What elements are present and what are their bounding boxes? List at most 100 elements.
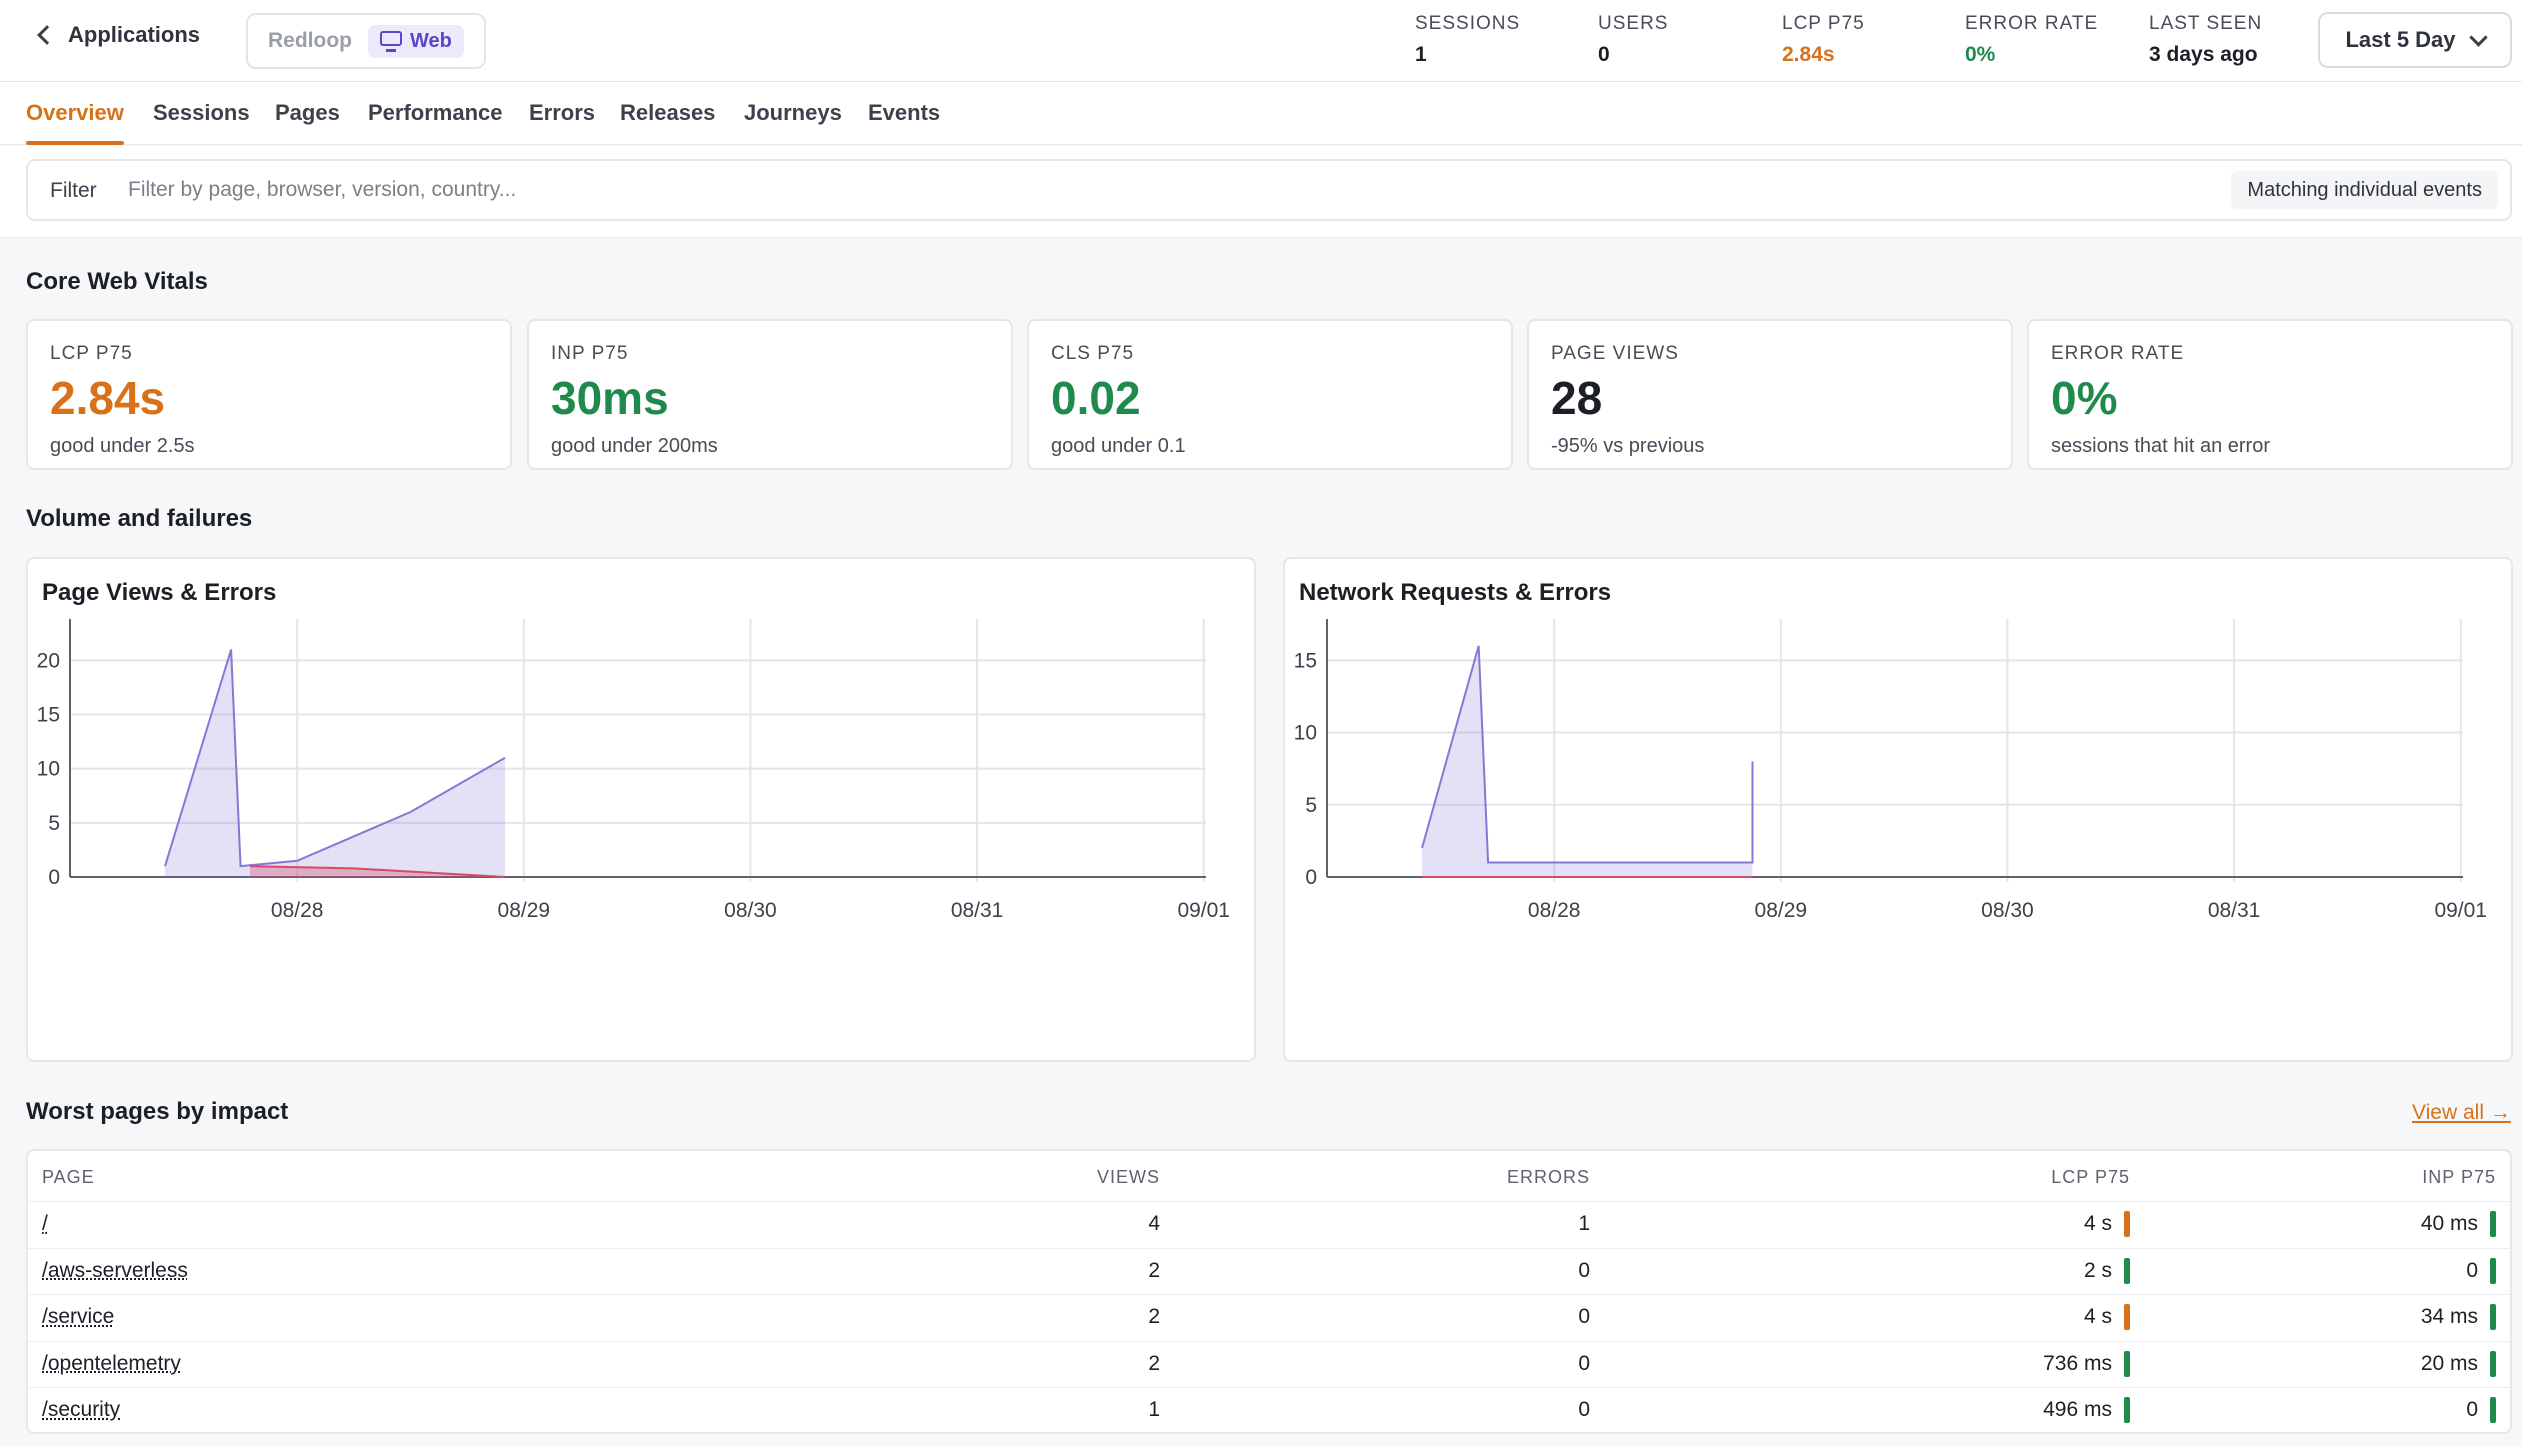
primary-series-area bbox=[1421, 645, 1753, 877]
platform-label: Web bbox=[410, 29, 452, 52]
y-tick-label: 10 bbox=[1294, 722, 1317, 745]
lcp-status-bar bbox=[2124, 1304, 2130, 1330]
page-link[interactable]: /service bbox=[42, 1305, 115, 1328]
x-tick-label: 08/28 bbox=[1528, 899, 1581, 922]
tab-releases[interactable]: Releases bbox=[620, 100, 716, 125]
inp-cell: 0 bbox=[2466, 1258, 2478, 1282]
lcp-cell: 736 ms bbox=[2043, 1351, 2112, 1375]
errors-cell: 0 bbox=[1578, 1351, 1590, 1375]
tab-errors[interactable]: Errors bbox=[529, 100, 596, 125]
x-tick-label: 09/01 bbox=[2434, 899, 2487, 922]
filter-bar: Filter Matching individual events bbox=[26, 159, 2512, 221]
errors-cell: 0 bbox=[1578, 1305, 1590, 1328]
view-all-link[interactable]: View all → bbox=[2412, 1101, 2511, 1124]
chart-card-page-views: Page Views & Errors 08/28 08/29 08/30 08/31… bbox=[26, 557, 1256, 1062]
page-link[interactable]: /security bbox=[42, 1398, 121, 1421]
x-tick-label: 08/31 bbox=[951, 899, 1004, 922]
chart-title: Page Views & Errors bbox=[42, 579, 277, 606]
vital-card-inp: INP P75 30ms good under 200ms bbox=[527, 319, 1013, 470]
time-range-dropdown[interactable]: Last 5 Day bbox=[2318, 12, 2512, 68]
stat-label: USERS bbox=[1598, 13, 1669, 34]
inp-cell: 40 ms bbox=[2420, 1212, 2478, 1235]
views-cell: 2 bbox=[1148, 1305, 1160, 1328]
time-range-label: Last 5 Day bbox=[2345, 27, 2456, 52]
views-cell: 2 bbox=[1148, 1351, 1160, 1375]
vital-subtext: good under 200ms bbox=[551, 435, 718, 457]
vital-label: LCP P75 bbox=[50, 343, 133, 364]
tab-events[interactable]: Events bbox=[868, 100, 941, 125]
x-tick-label: 08/31 bbox=[2208, 899, 2261, 922]
x-tick-label: 08/29 bbox=[1755, 899, 1808, 922]
core-web-vitals-title: Core Web Vitals bbox=[26, 268, 208, 295]
inp-status-bar bbox=[2490, 1304, 2496, 1330]
chart-card-network: Network Requests & Errors 08/28 08/29 08/3… bbox=[1283, 557, 2513, 1062]
filter-label: Filter bbox=[50, 179, 97, 202]
vital-label: INP P75 bbox=[551, 343, 629, 364]
tab-performance[interactable]: Performance bbox=[368, 100, 503, 125]
inp-status-bar bbox=[2490, 1257, 2496, 1284]
vital-value: 30ms bbox=[551, 372, 669, 424]
active-tab-indicator bbox=[26, 141, 124, 145]
monitor-icon bbox=[380, 30, 402, 52]
match-mode-toggle[interactable]: Matching individual events bbox=[2231, 171, 2498, 209]
back-label: Applications bbox=[68, 22, 201, 47]
vital-subtext: sessions that hit an error bbox=[2051, 435, 2270, 457]
column-header-lcp: LCP P75 bbox=[2051, 1167, 2130, 1187]
views-cell: 4 bbox=[1148, 1212, 1160, 1235]
stat-value: 0% bbox=[1965, 43, 1996, 66]
lcp-status-bar bbox=[2124, 1257, 2130, 1284]
chevron-down-icon bbox=[2468, 27, 2488, 47]
y-tick-label: 0 bbox=[1305, 866, 1317, 889]
stat-error-rate: ERROR RATE 0% bbox=[1965, 13, 2098, 67]
stat-lcp: LCP P75 2.84s bbox=[1782, 13, 1865, 67]
table-row: /service 2 0 4 s 34 ms bbox=[28, 1294, 2510, 1340]
vital-card-lcp: LCP P75 2.84s good under 2.5s bbox=[26, 319, 512, 470]
column-header-page: PAGE bbox=[42, 1167, 95, 1187]
vital-subtext: good under 2.5s bbox=[50, 435, 195, 457]
top-bar: Applications Redloop Web SESSIONS 1 USER… bbox=[0, 0, 2522, 82]
inp-status-bar bbox=[2490, 1211, 2496, 1237]
stat-value: 3 days ago bbox=[2149, 43, 2258, 66]
vital-subtext: -95% vs previous bbox=[1551, 435, 1705, 457]
views-cell: 2 bbox=[1148, 1258, 1160, 1282]
worst-pages-table: PAGE VIEWS ERRORS LCP P75 INP P75 / 4 1 4 s… bbox=[26, 1149, 2512, 1434]
back-to-applications[interactable]: Applications bbox=[34, 22, 200, 48]
vital-card-page-views: PAGE VIEWS 28 -95% vs previous bbox=[1527, 319, 2013, 470]
tab-journeys[interactable]: Journeys bbox=[744, 100, 842, 125]
chart-title: Network Requests & Errors bbox=[1299, 579, 1612, 606]
page-link[interactable]: / bbox=[42, 1212, 48, 1235]
y-tick-label: 20 bbox=[37, 649, 60, 672]
inp-status-bar bbox=[2490, 1350, 2496, 1377]
lcp-status-bar bbox=[2124, 1397, 2130, 1423]
primary-series-line bbox=[1421, 645, 1754, 864]
errors-cell: 1 bbox=[1578, 1212, 1590, 1235]
stat-label: LCP P75 bbox=[1782, 13, 1865, 34]
filter-input[interactable] bbox=[128, 172, 1728, 208]
error-series-line bbox=[249, 865, 506, 878]
y-tick-label: 5 bbox=[1305, 794, 1317, 817]
network-requests-errors-chart: 08/28 08/29 08/30 08/31 09/01 0 5 10 15 bbox=[1294, 619, 2487, 922]
inp-cell: 34 ms bbox=[2420, 1305, 2478, 1328]
errors-cell: 0 bbox=[1578, 1258, 1590, 1282]
y-tick-label: 0 bbox=[48, 866, 60, 889]
inp-cell: 20 ms bbox=[2420, 1351, 2478, 1375]
lcp-cell: 4 s bbox=[2083, 1212, 2112, 1235]
lcp-status-bar bbox=[2124, 1211, 2130, 1237]
vital-value: 28 bbox=[1551, 372, 1603, 424]
tab-pages[interactable]: Pages bbox=[275, 100, 340, 125]
platform-badge: Web bbox=[368, 24, 464, 58]
errors-cell: 0 bbox=[1578, 1398, 1590, 1421]
vital-card-cls: CLS P75 0.02 good under 0.1 bbox=[1027, 319, 1513, 470]
y-tick-label: 15 bbox=[1294, 649, 1317, 672]
primary-series-line bbox=[164, 649, 506, 868]
stat-value: 0 bbox=[1598, 43, 1610, 66]
page-link[interactable]: /aws-serverless bbox=[42, 1258, 188, 1282]
x-tick-label: 08/29 bbox=[498, 899, 551, 922]
stat-label: ERROR RATE bbox=[1965, 13, 2099, 34]
tab-overview[interactable]: Overview bbox=[26, 100, 124, 125]
tab-sessions[interactable]: Sessions bbox=[153, 100, 250, 125]
column-header-inp: INP P75 bbox=[2422, 1167, 2496, 1187]
x-tick-label: 08/28 bbox=[271, 899, 324, 922]
page-link[interactable]: /opentelemetry bbox=[42, 1351, 181, 1375]
app-selector[interactable]: Redloop Web bbox=[246, 13, 486, 69]
